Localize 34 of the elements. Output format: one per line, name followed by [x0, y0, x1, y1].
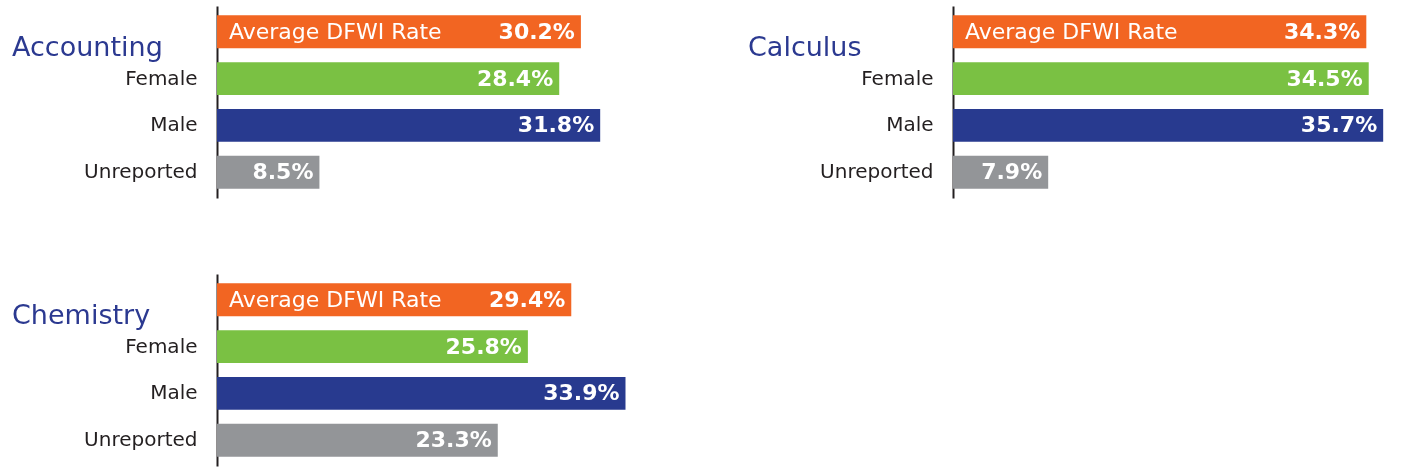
y-tick-label: Unreported — [84, 427, 198, 452]
y-tick-label: Average DFWI Rate — [229, 286, 442, 312]
y-tick-label: Unreported — [84, 159, 198, 184]
y-tick-label: Unreported — [820, 159, 934, 184]
bar — [217, 62, 560, 95]
y-tick-label: Female — [125, 65, 198, 90]
data-label: 28.4% — [476, 65, 554, 91]
y-tick-label: Male — [150, 112, 198, 137]
y-tick-label: Average DFWI Rate — [229, 18, 442, 44]
y-tick-label: Female — [125, 333, 198, 358]
data-label: 7.9% — [981, 159, 1043, 185]
bar — [217, 377, 626, 410]
data-label: 29.4% — [488, 286, 566, 312]
y-tick-label: Female — [861, 65, 934, 90]
bar — [217, 109, 601, 142]
y-tick-label: Male — [886, 112, 934, 137]
data-label: 34.5% — [1286, 65, 1363, 91]
data-label: 30.2% — [498, 18, 575, 44]
data-label: 33.9% — [543, 380, 620, 406]
bar — [953, 109, 1384, 142]
data-label: 31.8% — [517, 112, 595, 138]
text: Chemistry — [12, 299, 151, 330]
data-label: 34.3% — [1283, 18, 1361, 44]
data-label: 35.7% — [1300, 112, 1378, 138]
data-label: 23.3% — [415, 427, 492, 453]
text: Accounting — [12, 31, 163, 62]
bar — [217, 330, 528, 363]
y-tick-label: Male — [150, 380, 198, 405]
text: Calculus — [748, 31, 862, 62]
data-label: 8.5% — [252, 159, 314, 185]
bar — [217, 423, 498, 457]
data-label: 25.8% — [445, 333, 522, 359]
bar — [953, 62, 1369, 95]
y-tick-label: Average DFWI Rate — [965, 18, 1178, 44]
